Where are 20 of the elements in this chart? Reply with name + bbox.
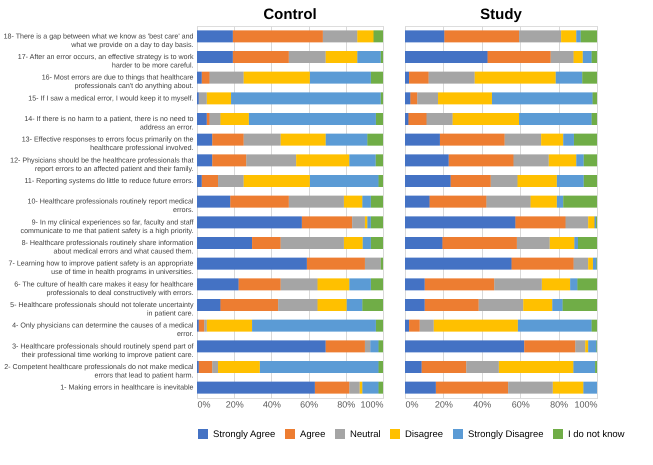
- x-tick-label: 80%: [337, 400, 356, 410]
- x-tick-label: 0%: [406, 400, 419, 410]
- legend-label: Strongly Disagree: [468, 429, 544, 440]
- chart-title: Study: [480, 6, 522, 23]
- legend-label: Neutral: [350, 429, 381, 440]
- x-tick-label: 80%: [550, 400, 568, 410]
- x-tick-label: 100%: [360, 400, 384, 410]
- x-tick-label: 60%: [300, 400, 318, 410]
- legend-label: Strongly Agree: [213, 429, 276, 440]
- x-tick-label: 40%: [473, 400, 492, 410]
- x-tick-label: 100%: [574, 400, 598, 410]
- x-tick-label: 0%: [198, 400, 211, 410]
- x-tick-label: 60%: [512, 400, 530, 410]
- x-tick-label: 20%: [226, 400, 244, 410]
- legend-label: I do not know: [568, 429, 625, 440]
- legend-label: Disagree: [405, 429, 444, 440]
- legend-label: Agree: [300, 429, 326, 440]
- x-tick-label: 20%: [434, 400, 453, 410]
- chart-title: Control: [263, 6, 317, 23]
- x-tick-label: 40%: [262, 400, 281, 410]
